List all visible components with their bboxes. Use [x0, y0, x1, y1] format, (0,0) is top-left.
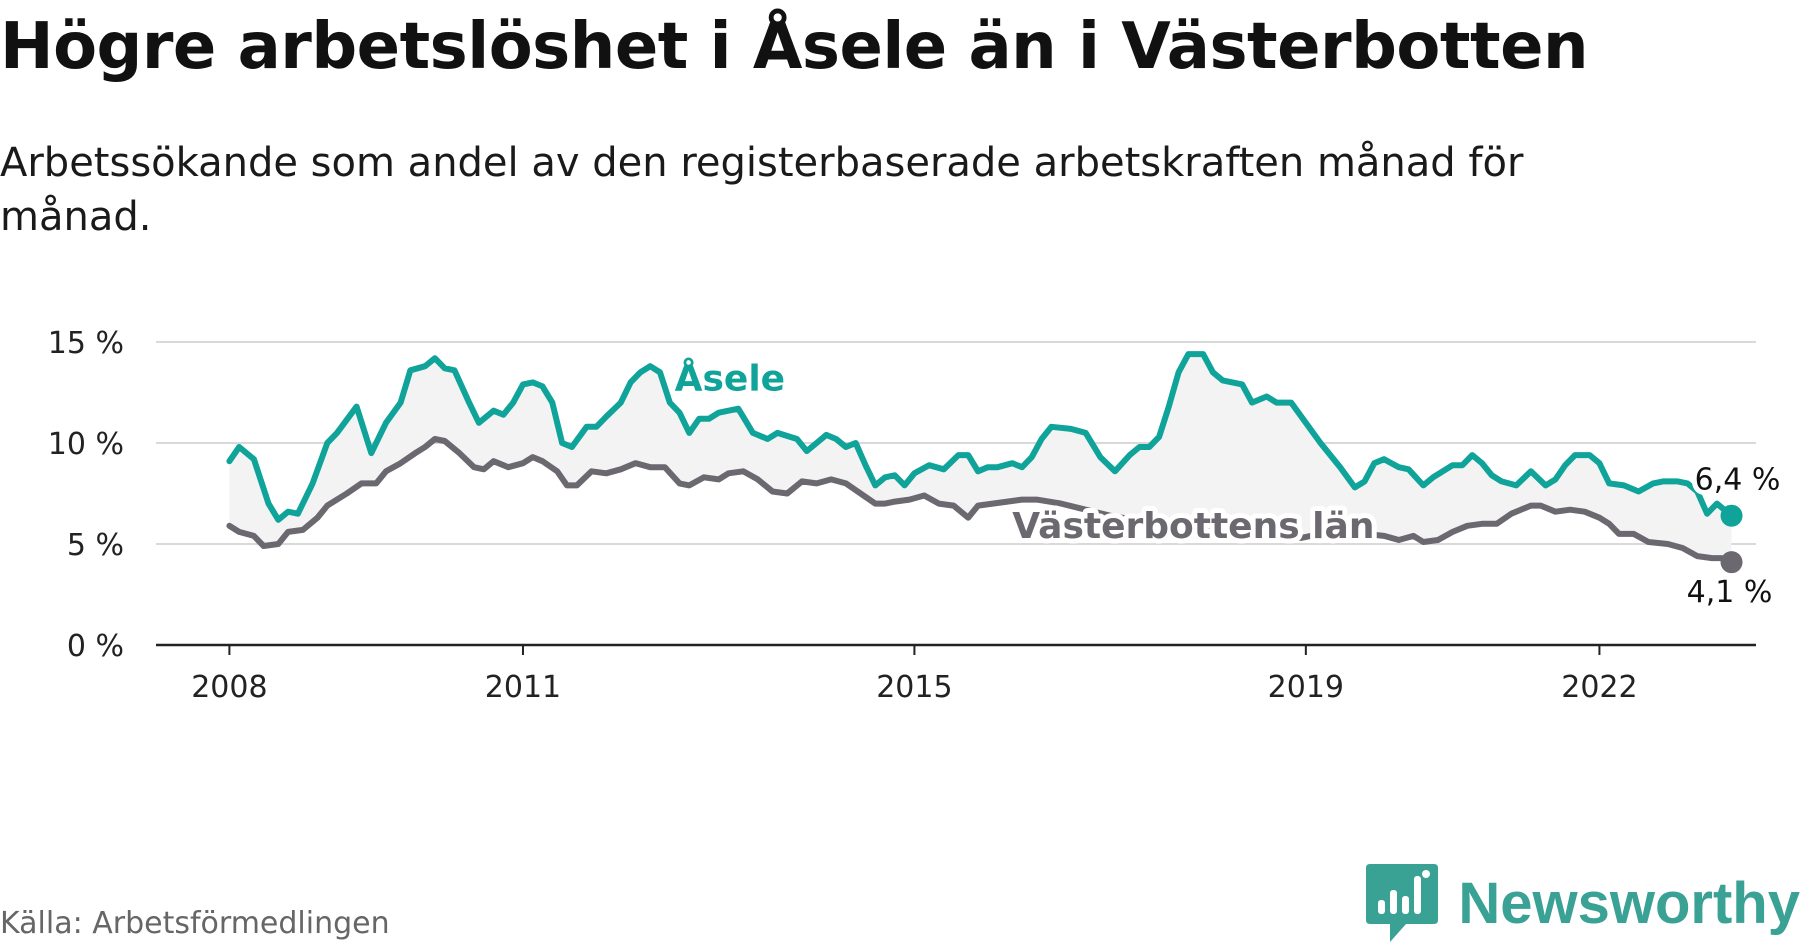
x-tick-label: 2011	[485, 670, 561, 705]
series-labels: 6,4 %6,4 %4,1 %4,1 %ÅseleÅseleVästerbott…	[670, 352, 1786, 615]
brand-logo: Newsworthy	[1364, 858, 1800, 948]
newsworthy-logo-icon	[1366, 864, 1439, 942]
end-value-label-asele: 6,4 %	[1695, 463, 1781, 498]
endpoint-vasterbottens-lan	[1720, 551, 1743, 574]
series-label-asele-halo: Åsele	[675, 357, 785, 399]
end-value-label-vasterbottens-lan-halo: 4,1 %	[1687, 575, 1773, 610]
y-tick-label: 10 %	[48, 427, 124, 462]
x-tick-label: 2008	[191, 670, 267, 705]
y-axis-ticks: 0 % 5 % 10 % 15 %	[48, 326, 124, 664]
series-line-vasterbottens-lan	[226, 436, 1735, 566]
end-value-label-asele-halo: 6,4 %	[1695, 463, 1781, 498]
y-tick-label: 0 %	[67, 629, 124, 664]
difference-band	[229, 354, 1732, 563]
series-label-vasterbottens-lan-halo: Västerbottens län	[1012, 506, 1374, 547]
x-tick-label: 2022	[1561, 670, 1637, 705]
chart-subtitle: Arbetssökande som andel av den registerb…	[0, 140, 1524, 240]
y-tick-label: 15 %	[48, 326, 124, 361]
chart-title: Högre arbetslöshet i Åsele än i Västerbo…	[0, 10, 1589, 84]
series-line-asele	[226, 351, 1735, 523]
end-value-label-vasterbottens-lan: 4,1 %	[1687, 575, 1773, 610]
x-tick-label: 2015	[876, 670, 952, 705]
series-label-vasterbottens-lan: Västerbottens län	[1012, 506, 1374, 547]
brand-name: Newsworthy	[1458, 870, 1800, 936]
line-chart: 2008 2011 2015 2019 2022 0 % 5 % 10 % 15 % 6,4 …	[48, 326, 1786, 705]
endpoint-asele	[1720, 504, 1743, 527]
y-tick-label: 5 %	[67, 528, 124, 563]
source-note: Källa: Arbetsförmedlingen	[0, 906, 390, 941]
x-axis-ticks: 2008 2011 2015 2019 2022	[191, 645, 1638, 705]
x-tick-label: 2019	[1268, 670, 1344, 705]
series-label-asele: Åsele	[675, 357, 785, 399]
